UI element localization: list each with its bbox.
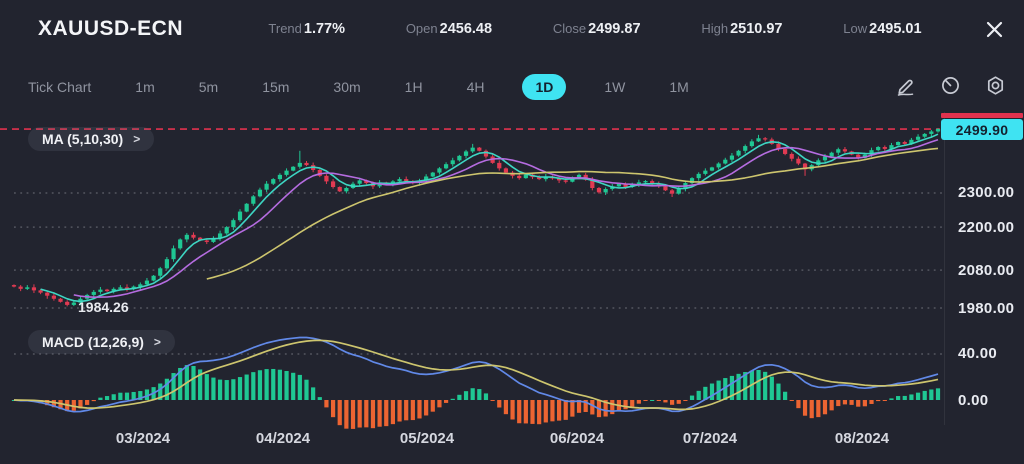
stat-close: Close 2499.87 bbox=[552, 21, 641, 37]
time-axis-label: 06/2024 bbox=[549, 430, 605, 447]
price-line-marker bbox=[941, 113, 1023, 118]
stat-trend: Trend 1.77% bbox=[268, 21, 346, 37]
time-axis-label: 08/2024 bbox=[834, 430, 890, 447]
price-axis-label: 2300.00 bbox=[958, 184, 1015, 201]
timeframe-1h[interactable]: 1H bbox=[404, 79, 423, 95]
price-axis-separator bbox=[944, 112, 945, 425]
time-axis-label: 03/2024 bbox=[115, 430, 171, 447]
chevron-right-icon: > bbox=[153, 335, 161, 349]
stat-low: Low 2495.01 bbox=[843, 21, 922, 37]
stat-open: Open 2456.48 bbox=[405, 21, 493, 37]
symbol-title: XAUUSD-ECN bbox=[38, 17, 184, 40]
macd-indicator-pill[interactable]: MACD (12,26,9) > bbox=[28, 330, 175, 354]
time-axis-label: 05/2024 bbox=[399, 430, 455, 447]
price-axis-label: 2200.00 bbox=[958, 219, 1015, 236]
chart-header: XAUUSD-ECN Trend 1.77% Open 2456.48 Clos… bbox=[0, 0, 1024, 58]
time-axis-label: 04/2024 bbox=[255, 430, 311, 447]
close-icon[interactable] bbox=[982, 17, 1006, 41]
stat-high: High 2510.97 bbox=[701, 21, 783, 37]
timeframe-1w[interactable]: 1W bbox=[604, 79, 626, 95]
timeframe-1d[interactable]: 1D bbox=[522, 74, 567, 100]
chevron-right-icon: > bbox=[133, 132, 141, 146]
ohlc-stats: Trend 1.77% Open 2456.48 Close 2499.87 H… bbox=[238, 21, 952, 37]
last-price-badge: 2499.90 bbox=[941, 119, 1023, 140]
settings-icon[interactable] bbox=[985, 75, 1006, 96]
macd-axis-label: 0.00 bbox=[958, 392, 989, 409]
timeframe-tick-chart[interactable]: Tick Chart bbox=[28, 79, 92, 95]
timeframe-15m[interactable]: 15m bbox=[262, 79, 290, 95]
ma-indicator-label: MA (5,10,30) bbox=[42, 131, 124, 147]
macd-indicator-label: MACD (12,26,9) bbox=[42, 334, 144, 350]
ma-indicator-pill[interactable]: MA (5,10,30) > bbox=[28, 127, 155, 151]
chart-tool-icons bbox=[895, 75, 1006, 96]
low-price-annotation: 1984.26 bbox=[78, 299, 129, 315]
timeframe-5m[interactable]: 5m bbox=[198, 79, 219, 95]
timeframe-1m[interactable]: 1m bbox=[135, 79, 155, 95]
time-axis-label: 07/2024 bbox=[682, 430, 738, 447]
macd-axis-label: 40.00 bbox=[958, 345, 998, 362]
gauge-icon[interactable] bbox=[940, 75, 961, 96]
timeframe-toolbar: Tick Chart 1m 5m 15m 30m 1H 4H 1D 1W 1M bbox=[0, 62, 1024, 112]
timeframe-30m[interactable]: 30m bbox=[333, 79, 361, 95]
price-axis-label: 2080.00 bbox=[958, 262, 1015, 279]
timeframe-4h[interactable]: 4H bbox=[466, 79, 485, 95]
draw-icon[interactable] bbox=[895, 75, 916, 96]
price-axis-label: 1980.00 bbox=[958, 300, 1015, 317]
timeframe-1m-month[interactable]: 1M bbox=[669, 79, 689, 95]
